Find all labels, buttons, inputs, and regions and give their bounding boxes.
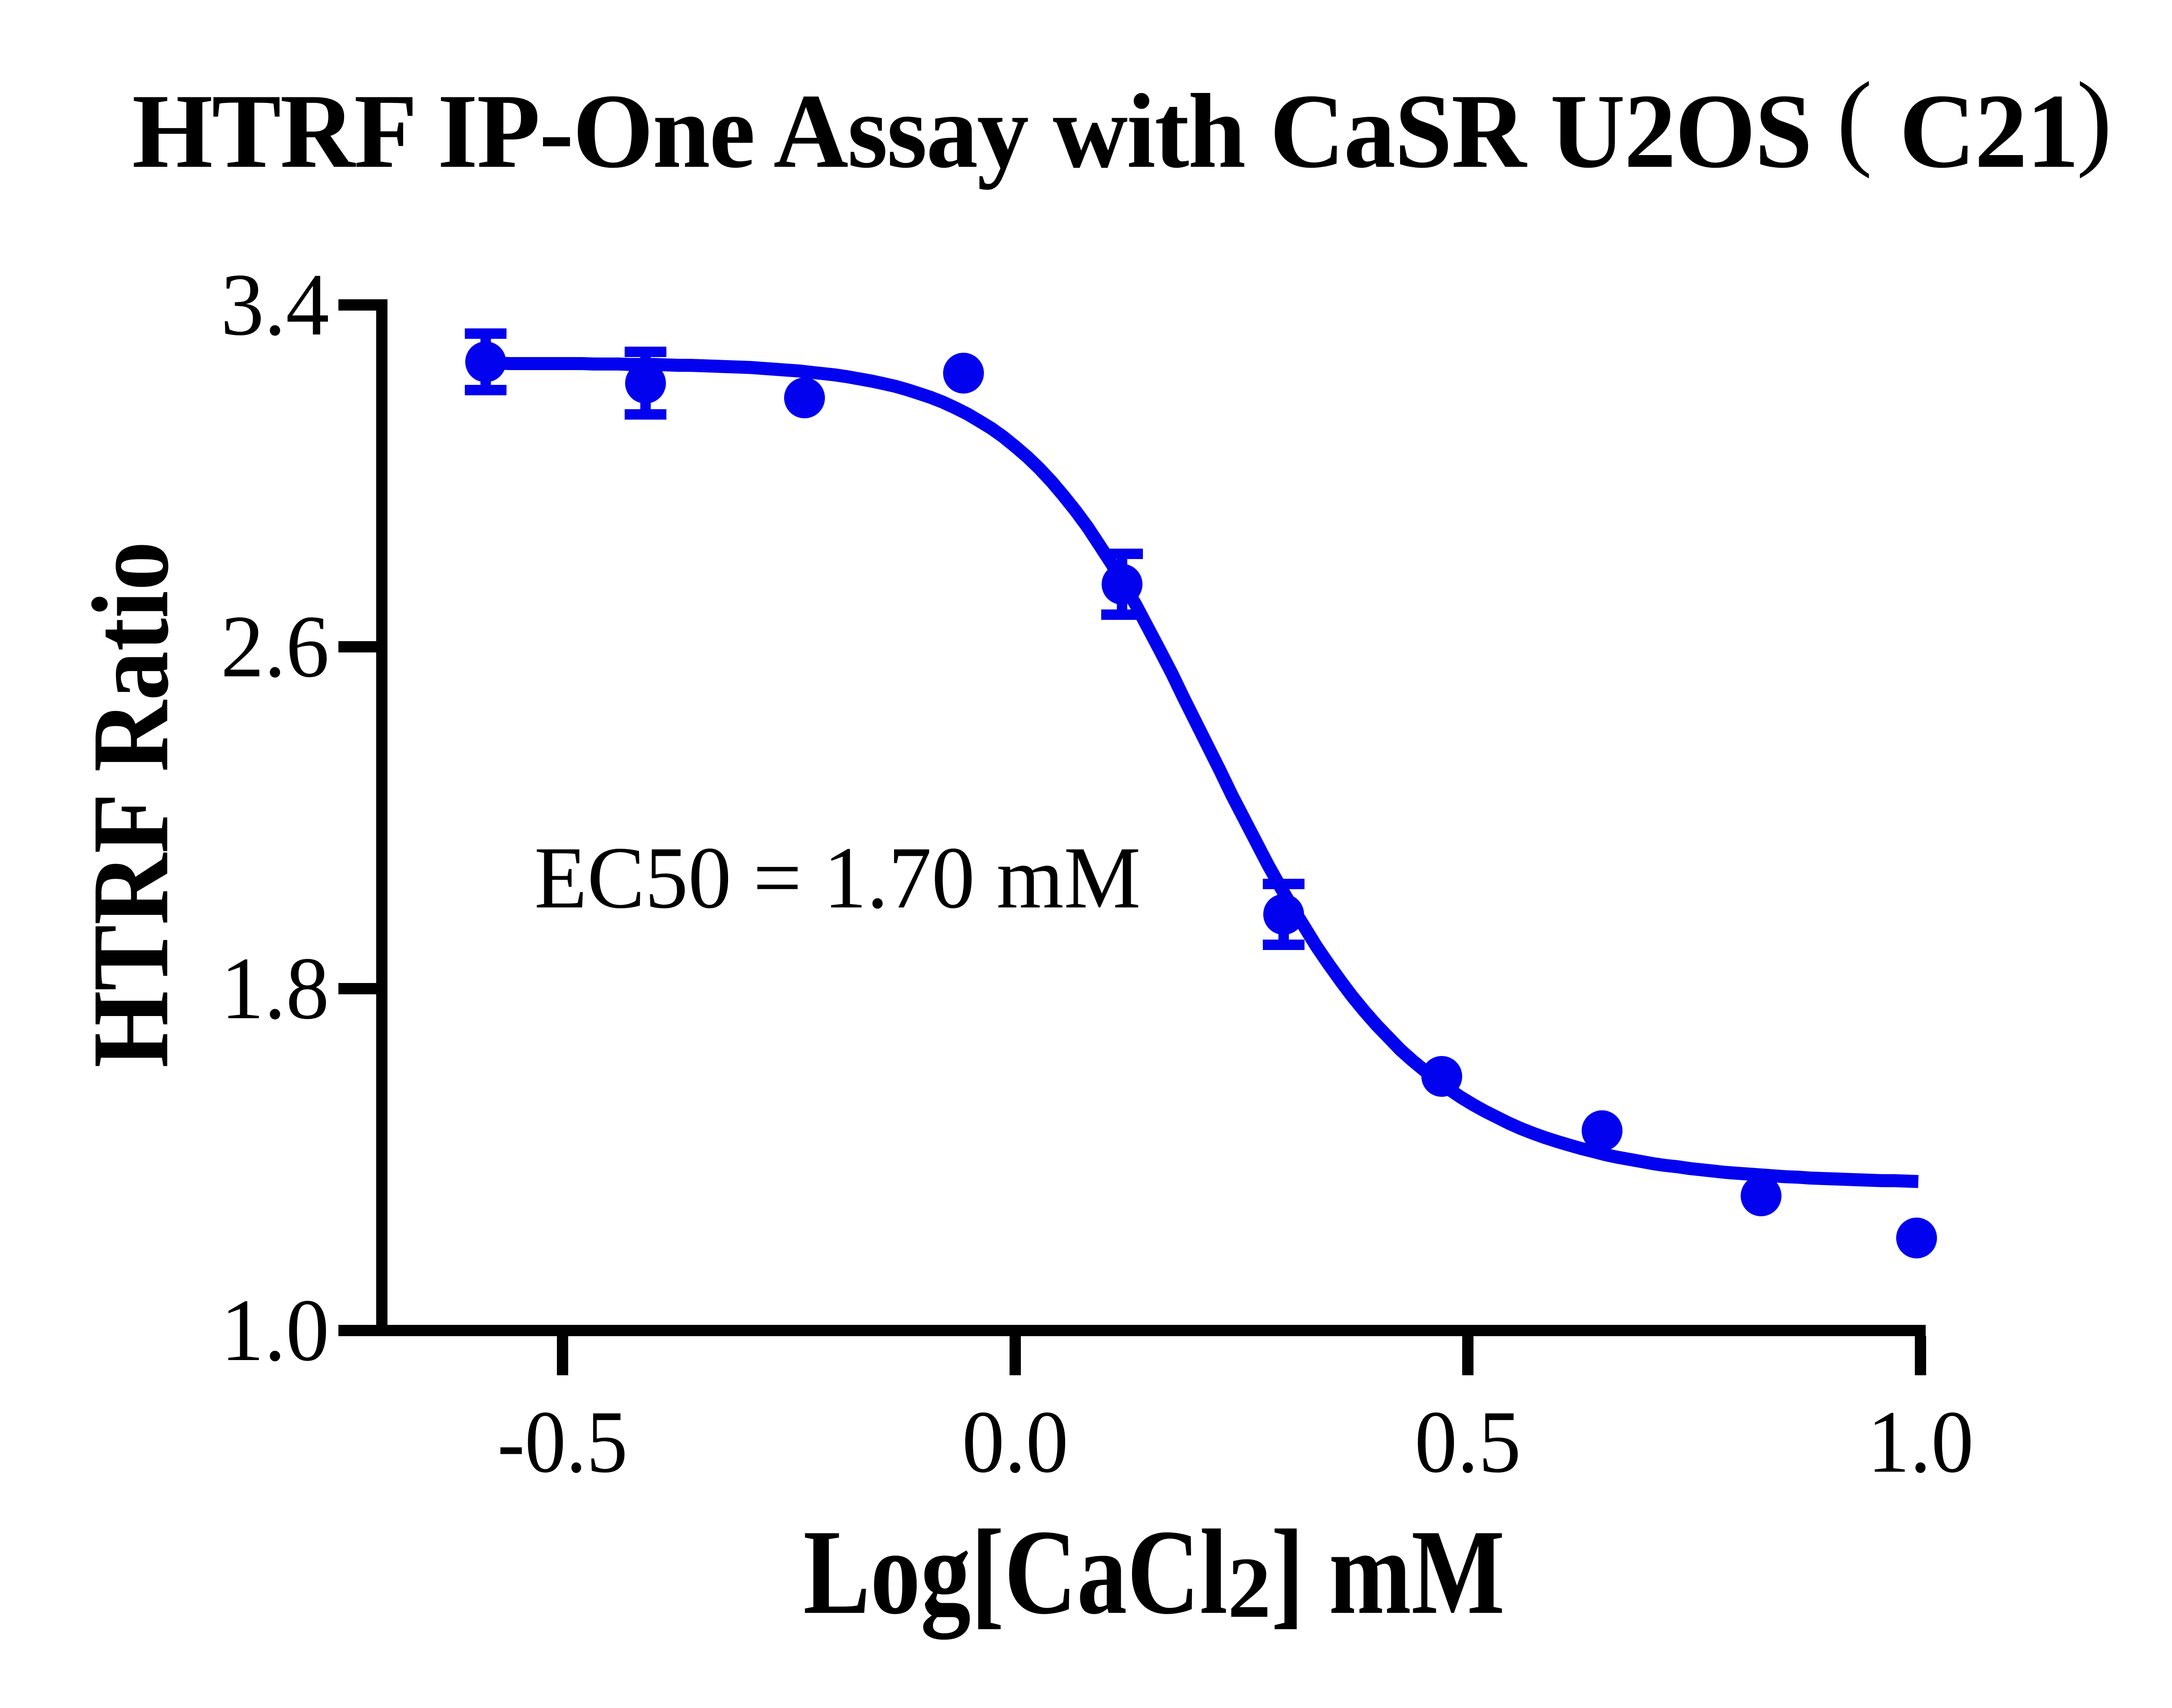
svg-text:): ): [2076, 60, 2112, 179]
svg-text:2: 2: [1228, 1540, 1271, 1636]
svg-text:2.6: 2.6: [221, 597, 329, 696]
svg-text:HTRF Ratio: HTRF Ratio: [70, 541, 191, 1068]
svg-text:(: (: [1837, 60, 1872, 179]
svg-text:1.0: 1.0: [221, 1281, 329, 1380]
svg-text:1.8: 1.8: [221, 939, 329, 1038]
svg-text:C21: C21: [1899, 72, 2078, 190]
svg-text:HTRF IP-One Assay with CaSR U2: HTRF IP-One Assay with CaSR U2OS: [132, 72, 1811, 190]
svg-text:-0.5: -0.5: [497, 1393, 628, 1491]
svg-text:Log[CaCl: Log[CaCl: [803, 1504, 1228, 1642]
svg-text:EC50 = 1.70 mM: EC50 = 1.70 mM: [534, 829, 1141, 927]
svg-text:] mM: ] mM: [1271, 1504, 1505, 1639]
svg-text:3.4: 3.4: [221, 255, 329, 354]
svg-text:0.0: 0.0: [962, 1393, 1069, 1491]
svg-text:0.5: 0.5: [1415, 1393, 1521, 1491]
svg-text:1.0: 1.0: [1867, 1393, 1974, 1491]
